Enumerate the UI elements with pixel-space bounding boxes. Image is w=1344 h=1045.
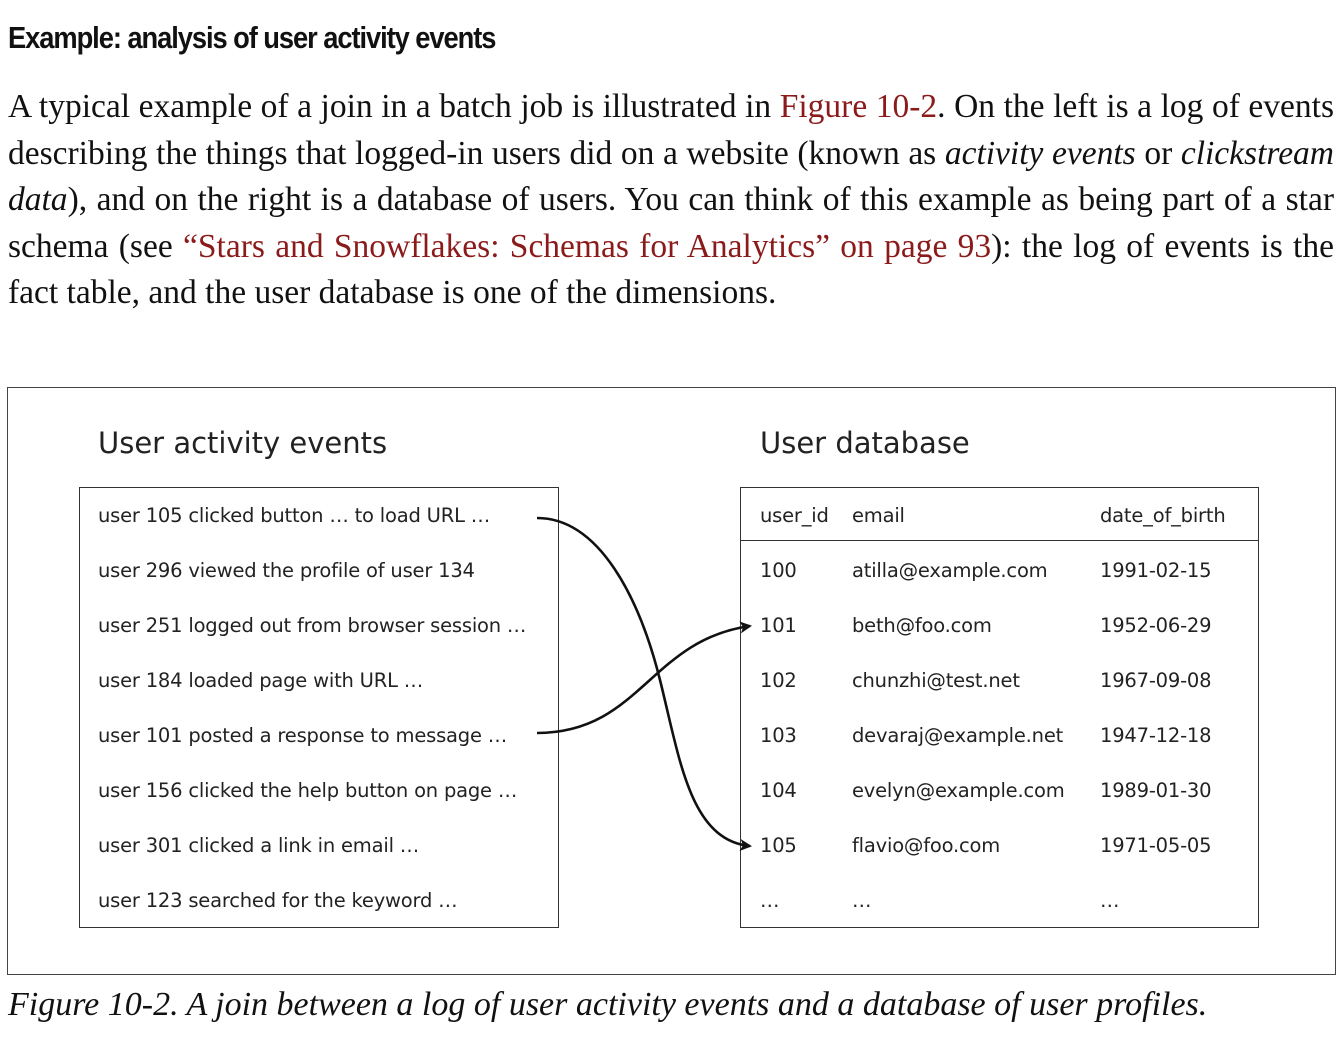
- paragraph-text: ): the log of events is the fact table, …: [8, 227, 1334, 312]
- figure-link[interactable]: Figure 10-2: [779, 88, 938, 125]
- table-cell-user-id: 101: [760, 614, 797, 637]
- table-cell-date-of-birth: 1967-09-08: [1100, 669, 1212, 692]
- figure-caption: Figure 10-2. A join between a log of use…: [8, 986, 1208, 1023]
- event-row: user 296 viewed the profile of user 134: [98, 559, 475, 582]
- table-cell-email: evelyn@example.com: [852, 779, 1065, 802]
- paragraph-text: or: [1135, 134, 1181, 172]
- table-cell-user-id: 104: [760, 779, 797, 802]
- table-header-divider: [740, 540, 1259, 541]
- events-log-box: [79, 487, 559, 928]
- table-cell-email: flavio@foo.com: [852, 834, 1001, 857]
- event-row: user 101 posted a response to message …: [98, 724, 508, 747]
- event-row: user 301 clicked a link in email …: [98, 834, 420, 857]
- join-arrow-user-105: [536, 516, 752, 851]
- figure-frame: [7, 387, 1336, 975]
- event-row: user 156 clicked the help button on page…: [98, 779, 518, 802]
- table-cell-date-of-birth: 1971-05-05: [1100, 834, 1212, 857]
- table-cell-date-of-birth: 1989-01-30: [1100, 779, 1212, 802]
- section-heading: Example: analysis of user activity event…: [8, 20, 496, 55]
- table-cell-ellipsis: …: [760, 889, 780, 912]
- column-header-user-id: user_id: [760, 504, 829, 527]
- paragraph-text: . On the left is a log of events describ…: [8, 88, 1335, 172]
- table-cell-email: chunzhi@test.net: [852, 669, 1020, 692]
- body-paragraph: A typical example of a join in a batch j…: [8, 84, 1334, 317]
- table-cell-user-id: 100: [760, 559, 797, 582]
- table-cell-date-of-birth: 1952-06-29: [1100, 614, 1212, 637]
- event-row: user 123 searched for the keyword …: [98, 889, 458, 912]
- table-cell-email: devaraj@example.net: [852, 724, 1064, 747]
- paragraph-text: A typical example of a join in a batch j…: [8, 88, 780, 125]
- event-row: user 251 logged out from browser session…: [98, 614, 527, 637]
- table-cell-email: beth@foo.com: [852, 614, 992, 637]
- emphasis-activity-events: activity events: [944, 134, 1136, 172]
- user-database-table: [740, 487, 1259, 928]
- table-cell-user-id: 105: [760, 834, 797, 857]
- section-link[interactable]: “Stars and Snowflakes: Schemas for Analy…: [183, 227, 992, 265]
- database-title: User database: [760, 426, 970, 460]
- paragraph-text: ), and on the right is a database of use…: [8, 181, 1334, 265]
- table-cell-user-id: 102: [760, 669, 797, 692]
- table-cell-date-of-birth: 1991-02-15: [1100, 559, 1212, 582]
- table-cell-date-of-birth: 1947-12-18: [1100, 724, 1212, 747]
- table-cell-email: atilla@example.com: [852, 559, 1048, 582]
- emphasis-clickstream-data: clickstream data: [8, 134, 1334, 219]
- column-header-date-of-birth: date_of_birth: [1100, 504, 1226, 527]
- events-title: User activity events: [98, 426, 388, 460]
- event-row: user 105 clicked button … to load URL …: [98, 504, 491, 527]
- table-cell-ellipsis: …: [1100, 889, 1120, 912]
- table-cell-ellipsis: …: [852, 889, 872, 912]
- table-cell-user-id: 103: [760, 724, 797, 747]
- join-arrow-user-101: [536, 621, 752, 735]
- event-row: user 184 loaded page with URL …: [98, 669, 424, 692]
- column-header-email: email: [852, 504, 905, 527]
